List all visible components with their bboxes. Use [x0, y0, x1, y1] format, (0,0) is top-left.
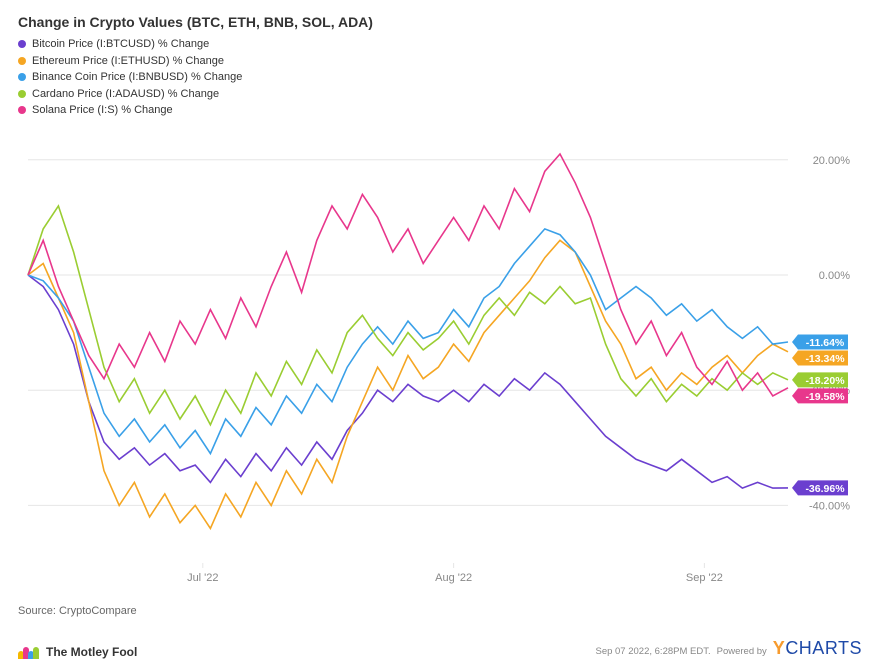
legend-label: Binance Coin Price (I:BNBUSD) % Change [32, 69, 242, 86]
timestamp: Sep 07 2022, 6:28PM EDT. [595, 646, 710, 657]
legend-label: Cardano Price (I:ADAUSD) % Change [32, 86, 219, 103]
ycharts-logo: YCHARTS [773, 638, 862, 659]
chart-plot: 20.00%0.00%-20.00%-40.00%Jul '22Aug '22S… [18, 123, 862, 593]
legend-item: Cardano Price (I:ADAUSD) % Change [18, 86, 862, 103]
legend-label: Bitcoin Price (I:BTCUSD) % Change [32, 36, 209, 53]
svg-text:-19.58%: -19.58% [805, 390, 845, 402]
legend-label: Ethereum Price (I:ETHUSD) % Change [32, 53, 224, 70]
legend-item: Binance Coin Price (I:BNBUSD) % Change [18, 69, 862, 86]
svg-text:20.00%: 20.00% [813, 154, 851, 166]
chart-source: Source: CryptoCompare [18, 605, 862, 617]
legend-swatch [18, 90, 26, 98]
chart-footer: The Motley Fool Sep 07 2022, 6:28PM EDT.… [18, 638, 862, 659]
legend-swatch [18, 57, 26, 65]
legend-swatch [18, 40, 26, 48]
legend-item: Bitcoin Price (I:BTCUSD) % Change [18, 36, 862, 53]
svg-text:Sep '22: Sep '22 [686, 572, 723, 584]
ycharts-attribution: Sep 07 2022, 6:28PM EDT. Powered by YCHA… [595, 638, 862, 659]
svg-text:Aug '22: Aug '22 [435, 572, 472, 584]
svg-text:Jul '22: Jul '22 [187, 572, 218, 584]
svg-text:-11.64%: -11.64% [806, 337, 845, 349]
svg-text:0.00%: 0.00% [819, 270, 850, 282]
svg-text:-40.00%: -40.00% [809, 500, 850, 512]
svg-text:-13.34%: -13.34% [805, 353, 845, 365]
legend-swatch [18, 73, 26, 81]
motley-fool-logo: The Motley Fool [18, 645, 137, 659]
powered-by: Powered by [717, 646, 767, 657]
svg-text:-36.96%: -36.96% [805, 482, 845, 494]
legend-item: Ethereum Price (I:ETHUSD) % Change [18, 53, 862, 70]
svg-text:-18.20%: -18.20% [805, 374, 845, 386]
motley-fool-text: The Motley Fool [46, 645, 137, 659]
legend-swatch [18, 106, 26, 114]
legend-item: Solana Price (I:S) % Change [18, 102, 862, 119]
chart-container: Change in Crypto Values (BTC, ETH, BNB, … [0, 0, 880, 669]
chart-svg: 20.00%0.00%-20.00%-40.00%Jul '22Aug '22S… [18, 123, 862, 593]
jester-cap-icon [18, 645, 40, 659]
legend-label: Solana Price (I:S) % Change [32, 102, 173, 119]
legend: Bitcoin Price (I:BTCUSD) % ChangeEthereu… [18, 36, 862, 119]
chart-title: Change in Crypto Values (BTC, ETH, BNB, … [18, 14, 862, 30]
